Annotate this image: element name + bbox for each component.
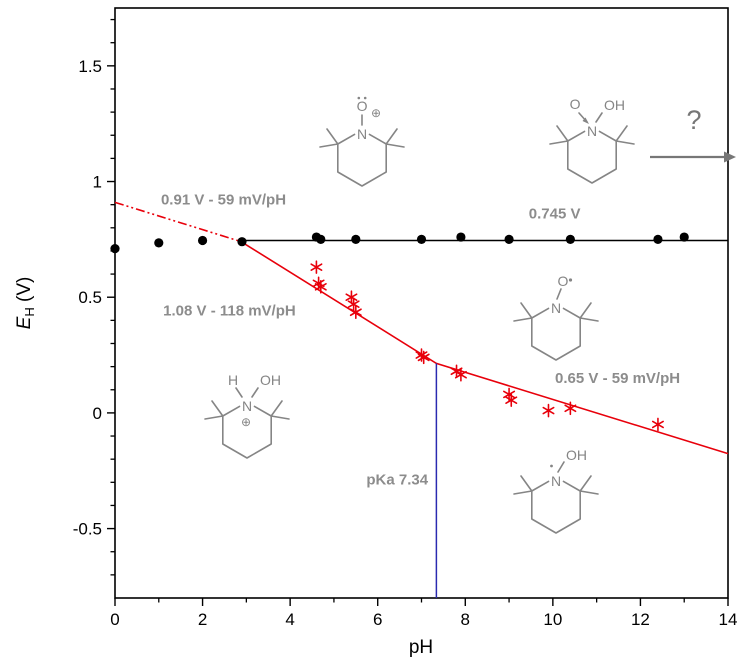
data-point-black-circle-points [237,237,247,247]
ring-bonds [204,387,290,459]
n-label: N [551,300,561,316]
x-tick-label: 8 [461,610,470,629]
y-tick-label: 0 [93,404,102,423]
data-point-black-circle-points [504,234,514,244]
data-point-red-star-points [454,367,467,382]
o-label: O [570,96,581,112]
data-point-black-circle-points [197,235,208,246]
data-point-black-circle-points [565,234,575,244]
y-tick-label: 0.5 [78,288,102,307]
data-point-red-star-points [347,297,360,311]
data-point-red-star-points [349,305,362,320]
question-mark: ? [686,105,701,135]
ring-bonds [513,288,599,361]
oh-label: OH [604,97,625,113]
o-label: O [357,98,368,114]
data-point-red-star-points [651,417,664,432]
x-tick-label: 12 [631,610,650,629]
unknown-reaction-group: ? [650,105,736,163]
plus-charge-icon: ⊕ [241,415,251,429]
x-tick-label: 2 [198,610,207,629]
lone-pair-dot [363,96,367,100]
y-tick-label: 1.5 [78,57,102,76]
data-point-black-circle-points [653,234,663,244]
annotation-upper-slope-label: 0.91 V - 59 mV/pH [161,192,286,209]
x-axis-title: pH [409,637,433,658]
x-tick-label: 14 [719,610,738,629]
y-tick-label: 1 [93,173,102,192]
molecule-nitroxide: N O [513,273,599,361]
oh-label: OH [566,447,587,463]
y-title-unit: (V) [14,277,35,308]
data-point-red-star-points [505,393,518,407]
x-tick-label: 0 [110,610,119,629]
data-point-black-circle-points [110,244,120,254]
o-label: O [558,273,569,289]
chart-generated-layer: 0 2 4 6 8 10 12 14 -0.5 0 0.5 1 1.5 0.91 V - 59 mV/pH… [73,7,738,629]
data-point-red-star-points [564,401,577,416]
data-point-black-circle-points [416,234,427,244]
x-tick-label: 6 [373,610,382,629]
molecule-oxoammonium: N O ⊕ [319,96,405,187]
molecule-hydroxylammonium: N H OH ⊕ [204,372,290,459]
molecule-hydroxylamine: N OH [513,447,599,534]
radical-dot [568,278,573,282]
x-tick-label: 4 [285,610,294,629]
ring-bonds [319,114,405,187]
annotation-lower-slope-label: 0.65 V - 59 mV/pH [555,370,680,387]
ring-bonds [513,461,599,534]
ring-bonds [549,112,635,184]
data-point-black-circle-points [154,238,164,248]
oh-label: OH [260,372,281,388]
data-point-red-star-points [450,364,463,379]
red-fit-line [238,239,729,455]
plus-charge-icon: ⊕ [371,106,381,120]
data-point-red-star-points [314,280,327,294]
n-label: N [357,126,367,142]
n-label: N [242,398,252,414]
reaction-arrowhead-icon [724,151,736,163]
data-point-red-star-points [542,403,555,418]
lone-pair-dot [550,464,553,468]
y-title-sub: H [22,307,37,316]
n-label: N [551,473,561,489]
x-tick-label: 10 [543,610,562,629]
lone-pair-dot [357,96,361,100]
h-label: H [228,372,238,388]
data-point-red-star-points [417,350,430,365]
annotation-mid-slope-label: 1.08 V - 118 mV/pH [163,303,296,320]
data-point-red-star-points [310,260,323,274]
annotation-pka-label: pKa 7.34 [366,472,428,489]
y-title-symbol: E [14,316,35,329]
y-axis-title: EH (V) [14,277,37,330]
data-point-black-circle-points [316,234,326,244]
dative-arrowhead-icon [582,117,589,124]
molecule-adduct: N O OH [549,96,635,184]
data-point-red-star-points [345,290,358,305]
annotation-plateau-label: 0.745 V [529,206,581,223]
data-point-black-circle-points [351,234,361,244]
data-point-black-circle-points [679,232,689,242]
y-tick-label: -0.5 [73,520,102,539]
data-point-black-circle-points [456,232,466,242]
n-label: N [587,123,597,139]
